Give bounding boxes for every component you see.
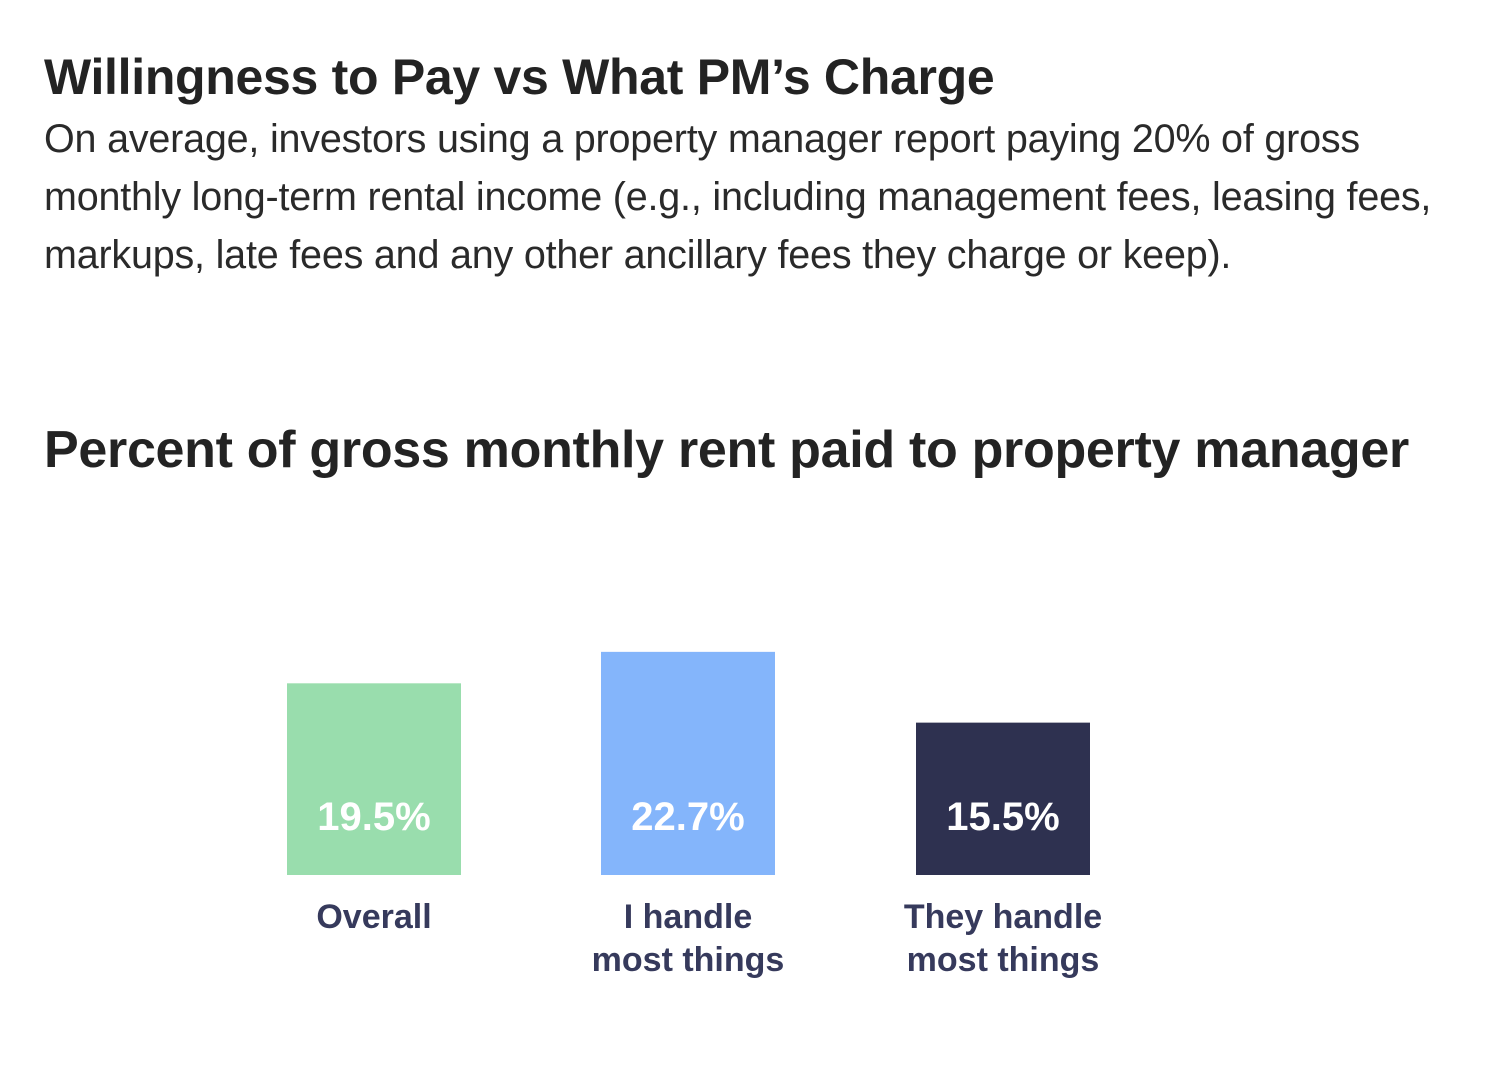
bar-value-label-3: 15.5% [946, 795, 1059, 839]
category-label-line: most things [592, 941, 785, 979]
bar-1 [287, 683, 461, 875]
category-label-line: most things [907, 941, 1100, 979]
category-label-line: They handle [904, 898, 1102, 936]
bar-value-label-1: 19.5% [317, 795, 430, 839]
category-label-1: Overall [316, 898, 431, 936]
category-label-3: They handle most things [904, 898, 1102, 979]
category-label-2: I handle most things [592, 898, 785, 979]
page-description: On average, investors using a property m… [44, 117, 1432, 277]
header: Willingness to Pay vs What PM’s Charge O… [44, 44, 1464, 284]
bar-2 [601, 651, 775, 875]
bar-3 [916, 722, 1090, 875]
chart-title: Percent of gross monthly rent paid to pr… [44, 421, 1409, 479]
page-title: Willingness to Pay vs What PM’s Charge [44, 49, 995, 105]
category-label-line: I handle [624, 898, 752, 936]
bar-value-label-2: 22.7% [631, 795, 744, 839]
category-label-line: Overall [316, 898, 431, 936]
